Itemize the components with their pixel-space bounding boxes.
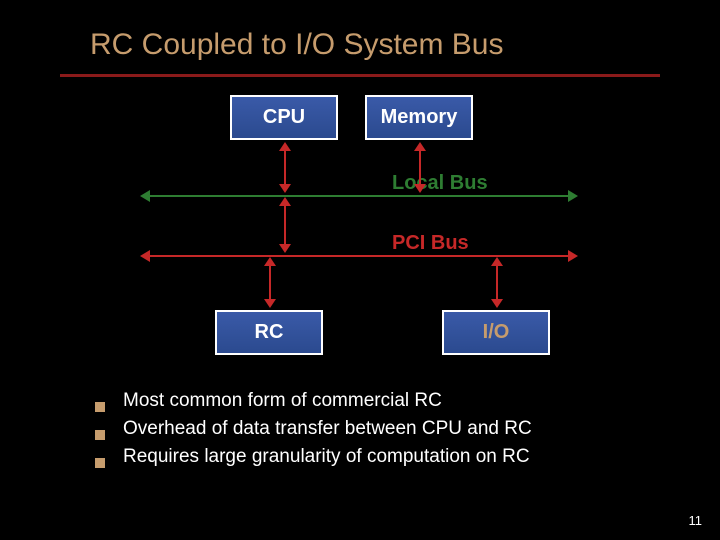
list-item: Most common form of commercial RC xyxy=(95,390,532,412)
cpu-box: CPU xyxy=(230,95,338,140)
bullet-marker-icon xyxy=(95,458,105,468)
pci-bus-label: PCI Bus xyxy=(392,232,469,255)
io-label: I/O xyxy=(483,321,510,344)
bullet-text: Requires large granularity of computatio… xyxy=(123,446,530,468)
rc-box: RC xyxy=(215,310,323,355)
bullet-text: Overhead of data transfer between CPU an… xyxy=(123,418,532,440)
memory-box: Memory xyxy=(365,95,473,140)
io-box: I/O xyxy=(442,310,550,355)
list-item: Requires large granularity of computatio… xyxy=(95,446,532,468)
pci-bus-arrow-left xyxy=(140,250,150,262)
local-bus-arrow-right xyxy=(568,190,578,202)
pci-bus-line xyxy=(148,255,570,257)
title-underline xyxy=(60,74,660,77)
slide-title: RC Coupled to I/O System Bus xyxy=(90,28,504,62)
cpu-label: CPU xyxy=(263,106,305,129)
bullet-list: Most common form of commercial RC Overhe… xyxy=(95,390,532,474)
local-bus-arrow-left xyxy=(140,190,150,202)
memory-label: Memory xyxy=(381,106,458,129)
bullet-text: Most common form of commercial RC xyxy=(123,390,442,412)
list-item: Overhead of data transfer between CPU an… xyxy=(95,418,532,440)
slide-number: 11 xyxy=(689,513,703,528)
rc-label: RC xyxy=(255,321,284,344)
local-bus-line xyxy=(148,195,570,197)
local-bus-label: Local Bus xyxy=(392,172,488,195)
pci-bus-arrow-right xyxy=(568,250,578,262)
bullet-marker-icon xyxy=(95,402,105,412)
bullet-marker-icon xyxy=(95,430,105,440)
